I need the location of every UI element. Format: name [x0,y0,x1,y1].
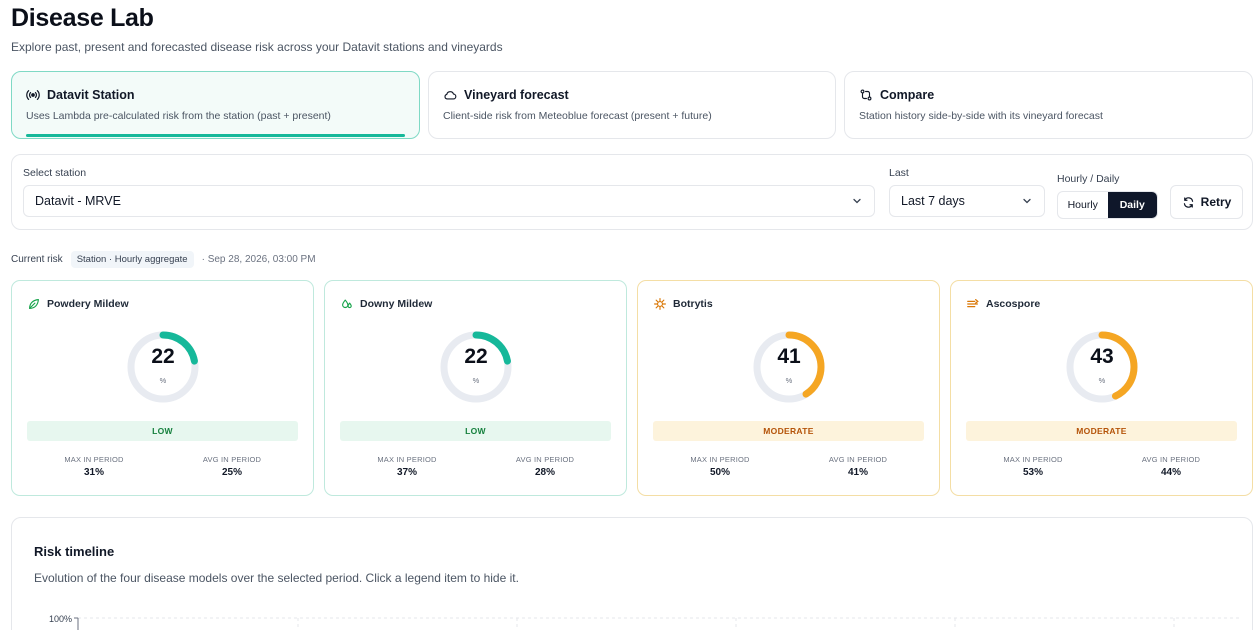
chevron-down-icon [853,198,861,204]
risk-gauge [753,331,825,403]
avg-stat: AVG IN PERIOD 44% [1111,455,1231,478]
tab-compare[interactable]: Compare Station history side-by-side wit… [844,71,1253,139]
risk-gauge [440,331,512,403]
risk-name: Ascospore [986,298,1041,310]
page-title: Disease Lab [11,4,154,32]
active-tab-indicator [26,134,405,137]
tab-description: Client-side risk from Meteoblue forecast… [443,110,712,122]
risk-card-botrytis: Botrytis 41 % MODERATE MAX IN PERIOD 50%… [637,280,940,496]
retry-label: Retry [1200,195,1232,209]
avg-stat: AVG IN PERIOD 28% [485,455,605,478]
risk-unit: % [472,376,480,385]
filter-bar: Select station Datavit - MRVE Last Last … [11,154,1253,230]
risk-value: 43 [1090,345,1114,368]
tab-datavit-station[interactable]: Datavit Station Uses Lambda pre-calculat… [11,71,420,139]
tab-label: Vineyard forecast [464,88,569,102]
max-stat: MAX IN PERIOD 31% [34,455,154,478]
current-risk-row: Current risk Station · Hourly aggregate … [11,251,316,268]
droplets-icon [340,297,354,311]
period-value: Last 7 days [901,194,965,208]
avg-stat: AVG IN PERIOD 41% [798,455,918,478]
period-label: Last [889,167,909,179]
avg-label: AVG IN PERIOD [828,455,888,464]
gauge-fill [1066,331,1138,403]
avg-value: 28% [534,467,555,478]
period-select[interactable]: Last 7 days [889,185,1045,217]
leaf-icon [27,297,41,311]
max-stat: MAX IN PERIOD 53% [973,455,1093,478]
max-stat: MAX IN PERIOD 50% [660,455,780,478]
max-label: MAX IN PERIOD [377,455,437,464]
cloud-icon [443,88,457,102]
avg-value: 44% [1160,467,1181,478]
y-axis-tick: 100% [49,614,73,624]
max-value: 50% [709,467,730,478]
risk-name: Powdery Mildew [47,298,129,310]
refresh-icon [1183,196,1193,208]
tab-description: Uses Lambda pre-calculated risk from the… [26,110,331,122]
source-chip: Station · Hourly aggregate [70,251,194,268]
avg-label: AVG IN PERIOD [1141,455,1201,464]
station-label: Select station [23,167,87,179]
granularity-label: Hourly / Daily [1057,173,1120,185]
risk-value: 22 [151,345,175,368]
daily-option[interactable]: Daily [1107,192,1157,218]
avg-stat: AVG IN PERIOD 25% [172,455,292,478]
max-label: MAX IN PERIOD [64,455,124,464]
compare-icon [859,88,873,102]
max-label: MAX IN PERIOD [690,455,750,464]
max-label: MAX IN PERIOD [1003,455,1063,464]
risk-gauge [1066,331,1138,403]
avg-label: AVG IN PERIOD [515,455,575,464]
risk-level-badge: MODERATE [966,421,1237,441]
risk-value: 22 [464,345,488,368]
chevron-down-icon [1023,198,1031,204]
risk-name: Botrytis [673,298,713,310]
station-value: Datavit - MRVE [35,194,121,208]
max-value: 37% [396,467,417,478]
granularity-toggle: Hourly Daily [1057,191,1158,219]
gauge-fill [440,331,512,403]
tab-label: Compare [880,88,935,102]
timestamp: · Sep 28, 2026, 03:00 PM [201,254,316,265]
broadcast-icon [26,88,40,102]
timeline-title: Risk timeline [34,544,115,559]
risk-level-badge: LOW [27,421,298,441]
gauge-fill [753,331,825,403]
tab-label: Datavit Station [47,88,135,102]
risk-name: Downy Mildew [360,298,433,310]
bug-icon [653,297,667,311]
page-subtitle: Explore past, present and forecasted dis… [11,40,503,54]
risk-unit: % [785,376,793,385]
max-stat: MAX IN PERIOD 37% [347,455,467,478]
risk-level-badge: MODERATE [653,421,924,441]
avg-value: 25% [221,467,242,478]
station-select[interactable]: Datavit - MRVE [23,185,875,217]
risk-timeline-panel: Risk timeline Evolution of the four dise… [11,517,1253,630]
avg-label: AVG IN PERIOD [202,455,262,464]
risk-unit: % [1098,376,1106,385]
risk-card-downy-mildew: Downy Mildew 22 % LOW MAX IN PERIOD 37% … [324,280,627,496]
tab-description: Station history side-by-side with its vi… [859,110,1103,122]
risk-level-badge: LOW [340,421,611,441]
risk-card-ascospore: Ascospore 43 % MODERATE MAX IN PERIOD 53… [950,280,1253,496]
avg-value: 41% [847,467,868,478]
retry-button[interactable]: Retry [1170,185,1243,219]
risk-value: 41 [777,345,801,368]
gauge-fill [127,331,199,403]
timeline-subtitle: Evolution of the four disease models ove… [34,571,519,585]
spore-icon [966,297,980,311]
risk-unit: % [159,376,167,385]
current-risk-label: Current risk [11,254,63,265]
risk-card-powdery-mildew: Powdery Mildew 22 % LOW MAX IN PERIOD 31… [11,280,314,496]
hourly-option[interactable]: Hourly [1067,199,1098,211]
tab-vineyard-forecast[interactable]: Vineyard forecast Client-side risk from … [428,71,836,139]
max-value: 31% [83,467,104,478]
risk-gauge [127,331,199,403]
timeline-grid [74,617,1242,630]
max-value: 53% [1022,467,1043,478]
